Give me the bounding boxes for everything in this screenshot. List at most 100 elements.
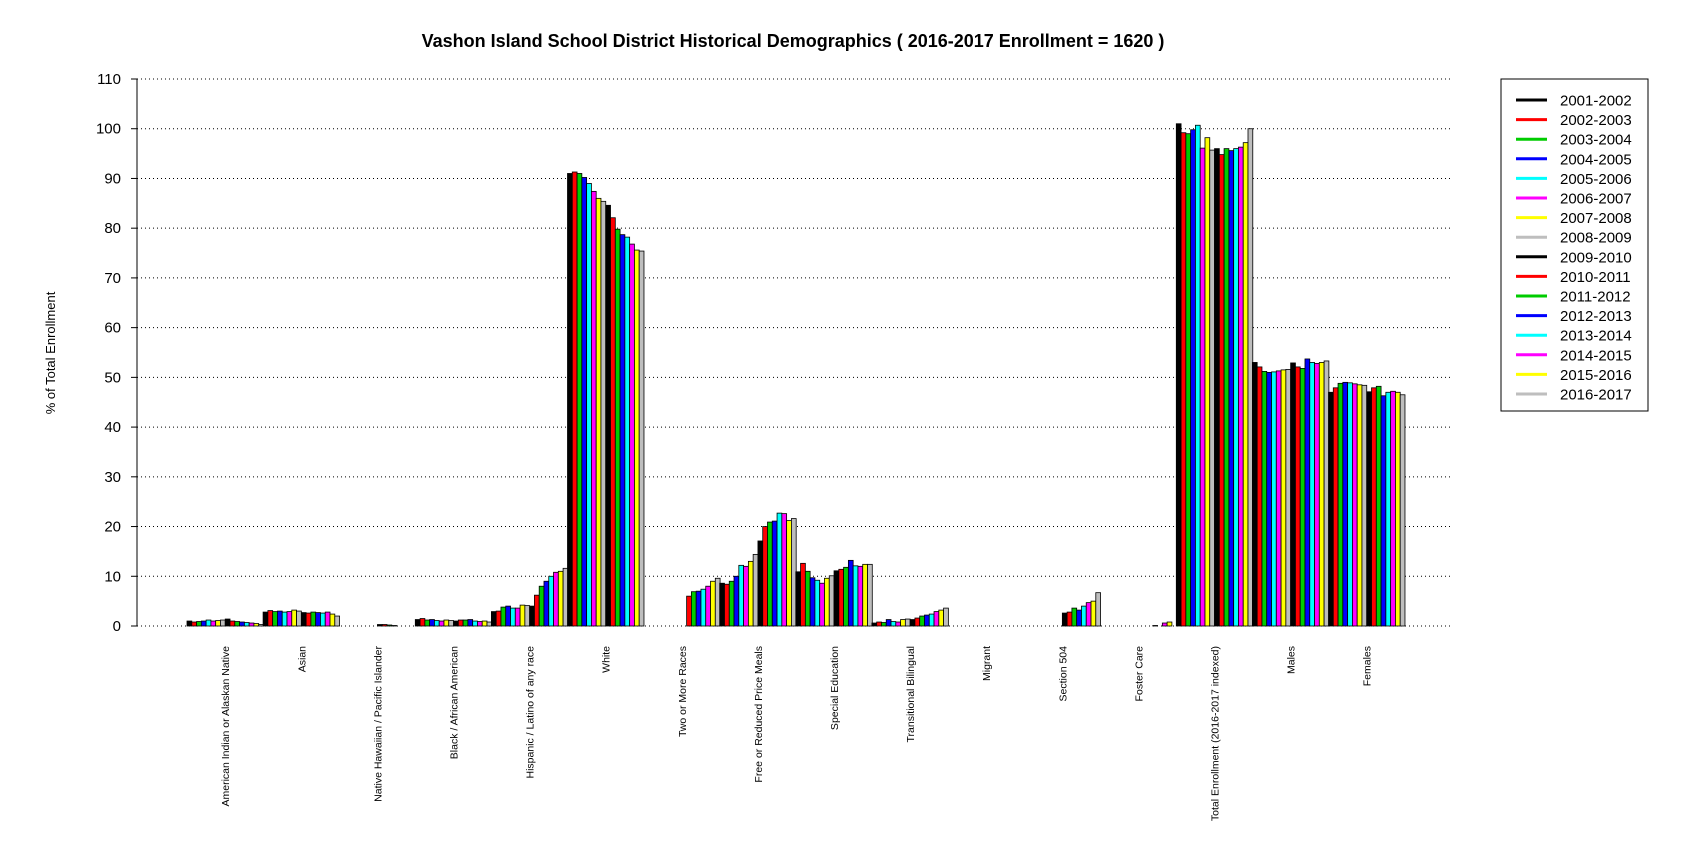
bar (743, 565, 749, 627)
bar (576, 173, 583, 627)
y-tick-label: 110 (97, 71, 121, 88)
bar (467, 619, 474, 627)
x-tick-label: Foster Care (1133, 646, 1145, 702)
bar (724, 583, 730, 627)
bar (334, 615, 340, 627)
legend-label: 2005-2006 (1560, 171, 1632, 188)
x-tick-label: Two or More Races (677, 646, 689, 737)
bar (1238, 146, 1244, 627)
bar (890, 621, 897, 627)
legend-label: 2001-2002 (1560, 93, 1632, 110)
bar (277, 610, 283, 627)
bar (310, 611, 317, 627)
bar (624, 236, 631, 627)
bar (705, 585, 711, 627)
bar (320, 612, 326, 627)
bar (429, 619, 435, 627)
bar (462, 619, 469, 627)
bar (900, 619, 906, 627)
legend-label: 2014-2015 (1560, 347, 1632, 364)
bar (747, 560, 754, 627)
bar (1061, 612, 1068, 627)
bar (1180, 132, 1187, 627)
bar (943, 607, 949, 627)
bar (1390, 390, 1396, 627)
bar (852, 565, 859, 627)
legend-label: 2012-2013 (1560, 308, 1632, 325)
bar (738, 564, 745, 627)
bar (1337, 382, 1344, 627)
bar (1218, 154, 1225, 627)
bar (862, 563, 868, 627)
bar (443, 619, 450, 627)
bar (1161, 622, 1168, 627)
bar (1342, 381, 1349, 627)
bar (1395, 391, 1401, 627)
bar (472, 620, 478, 627)
bar (1385, 391, 1392, 627)
bar (200, 620, 207, 627)
bar (234, 621, 240, 627)
bar (828, 575, 835, 627)
bar (595, 197, 602, 627)
bar (591, 190, 597, 627)
bar (414, 619, 421, 627)
bar (1356, 384, 1363, 627)
bar (795, 571, 801, 627)
bar (1071, 607, 1078, 627)
bar (239, 621, 245, 627)
bar (1256, 366, 1263, 627)
bar (752, 553, 759, 627)
y-tick-label: 20 (104, 519, 121, 536)
bar (224, 618, 231, 627)
y-tick-label: 80 (104, 220, 121, 237)
bar (186, 620, 193, 627)
bar (514, 607, 521, 627)
bar (291, 609, 297, 627)
bar (377, 624, 383, 627)
bar (838, 568, 845, 627)
bar (1204, 137, 1211, 627)
bar (933, 611, 940, 627)
bar (919, 615, 925, 627)
bar (305, 612, 312, 627)
bar (1304, 358, 1311, 627)
legend-label: 2016-2017 (1560, 387, 1632, 404)
bar (324, 611, 331, 627)
bar (833, 570, 840, 627)
bar (1380, 395, 1387, 627)
legend-label: 2006-2007 (1560, 191, 1632, 208)
bar (424, 619, 431, 627)
y-axis-label: % of Total Enrollment (43, 291, 58, 414)
bar (229, 620, 236, 627)
bar (686, 595, 692, 627)
bar (634, 249, 640, 627)
bar (243, 622, 250, 627)
bar (909, 619, 916, 627)
x-tick-label: Section 504 (1057, 646, 1069, 702)
legend-label: 2003-2004 (1560, 132, 1632, 149)
bar (786, 520, 792, 627)
bar (1352, 383, 1358, 627)
bar (1175, 123, 1182, 627)
bar (881, 622, 887, 627)
bar (824, 577, 830, 627)
bar (938, 609, 945, 627)
bar (586, 183, 592, 627)
bar (600, 200, 607, 627)
bar (605, 204, 611, 627)
bar (490, 611, 497, 627)
bar (771, 520, 778, 627)
bar (1252, 362, 1258, 627)
bar (867, 563, 873, 627)
y-tick-label: 30 (104, 469, 121, 486)
bar (1332, 387, 1339, 627)
bar (386, 624, 393, 627)
bar (614, 228, 621, 627)
bar (1318, 362, 1325, 627)
bar (272, 611, 278, 627)
bar (215, 620, 221, 627)
bar (629, 243, 635, 627)
bar (220, 619, 226, 627)
bar (762, 526, 768, 627)
